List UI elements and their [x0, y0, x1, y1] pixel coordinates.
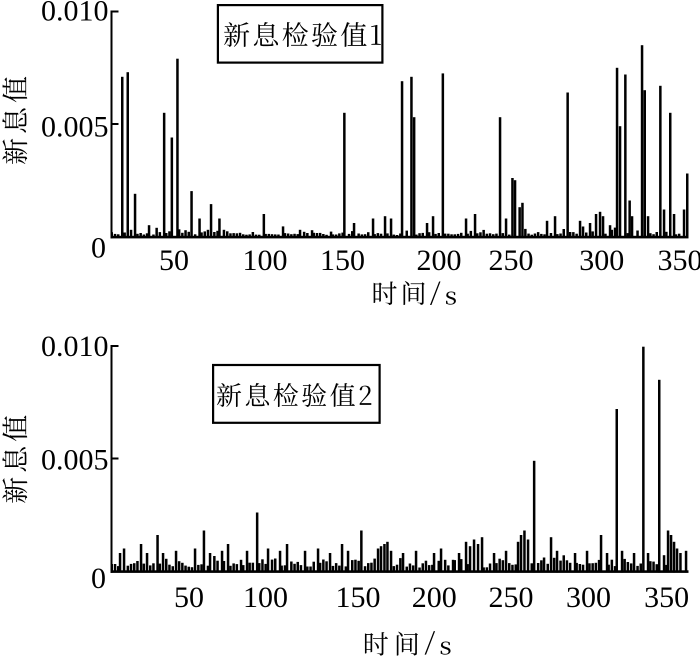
svg-text:0.005: 0.005: [41, 111, 109, 144]
svg-text:250: 250: [489, 244, 534, 277]
svg-text:0.010: 0.010: [41, 330, 109, 363]
svg-text:350: 350: [658, 244, 700, 277]
svg-text:200: 200: [417, 244, 462, 277]
svg-text:300: 300: [566, 581, 611, 614]
svg-text:250: 250: [489, 581, 534, 614]
svg-text:0.010: 0.010: [41, 0, 109, 27]
svg-text:50: 50: [174, 581, 204, 614]
svg-text:100: 100: [243, 581, 288, 614]
svg-text:100: 100: [243, 244, 288, 277]
svg-text:0: 0: [91, 562, 106, 595]
svg-text:50: 50: [159, 244, 189, 277]
svg-text:150: 150: [336, 581, 381, 614]
svg-text:200: 200: [412, 581, 457, 614]
svg-text:0: 0: [91, 232, 106, 265]
svg-text:0.005: 0.005: [41, 443, 109, 476]
svg-text:150: 150: [320, 244, 365, 277]
svg-text:350: 350: [644, 581, 689, 614]
svg-text:300: 300: [579, 244, 624, 277]
